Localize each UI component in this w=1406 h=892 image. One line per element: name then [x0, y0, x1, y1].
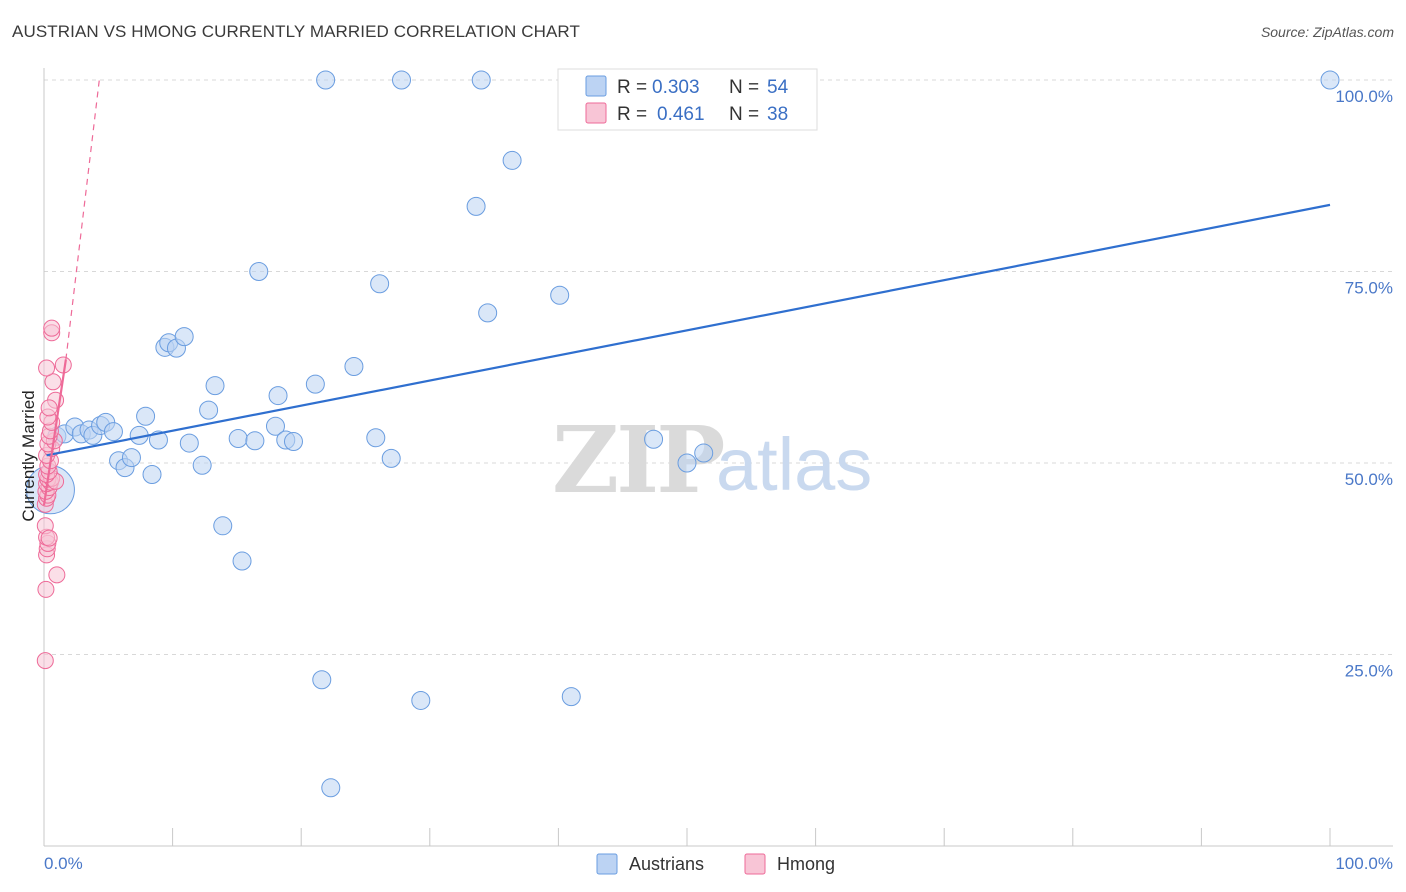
austrian-point-41	[381, 448, 401, 468]
hmong-point-8	[48, 566, 66, 584]
x-tick-label-max: 100.0%	[1335, 854, 1393, 873]
legend-hmong-n-value: 38	[767, 104, 788, 125]
austrian-point-26	[228, 428, 248, 448]
legend-hmong-swatch	[585, 102, 607, 124]
austrian-point-46	[478, 303, 498, 323]
austrian-point-24	[205, 376, 225, 396]
austrian-point-34	[305, 374, 325, 394]
austrian-point-33	[283, 432, 303, 452]
hmong-point-1	[37, 580, 55, 598]
austrian-point-27	[232, 551, 252, 571]
austrian-point-28	[245, 431, 265, 451]
hmong-point-37	[40, 399, 58, 417]
austrian-point-9	[103, 422, 123, 442]
legend-hmong-r-label: R =	[617, 104, 647, 125]
hmong-point-0	[36, 652, 54, 670]
austrian-point-48	[550, 285, 570, 305]
bottom-legend-austrian-swatch	[596, 853, 618, 875]
y-axis-title: Currently Married	[19, 390, 38, 521]
x-tick-label-min: 0.0%	[44, 854, 83, 873]
legend-hmong-n-label: N =	[729, 104, 759, 125]
bottom-legend-austrians: Austrians	[629, 854, 704, 874]
legend: R = 0.303 N = 54 R = 0.461 N = 38	[557, 68, 818, 131]
hmong-trend-extension	[65, 79, 100, 360]
austrian-point-52	[694, 443, 714, 463]
watermark-zip: ZIP	[552, 406, 723, 514]
watermark: ZIP atlas	[552, 406, 872, 514]
austrian-point-49	[561, 687, 581, 707]
watermark-atlas: atlas	[716, 423, 872, 506]
austrian-point-43	[411, 690, 431, 710]
bottom-legend: Austrians Hmong	[596, 853, 835, 875]
austrian-point-44	[466, 196, 486, 216]
bottom-legend-hmong: Hmong	[777, 854, 835, 874]
source-label: Source: ZipAtlas.com	[1260, 24, 1394, 40]
bottom-legend-hmong-swatch	[744, 853, 766, 875]
legend-hmong-r-value: 0.461	[657, 104, 705, 125]
austrian-point-20	[174, 327, 194, 347]
austrian-point-29	[249, 262, 269, 281]
austrian-point-45	[471, 70, 491, 90]
austrian-point-53	[1320, 70, 1340, 90]
austrian-point-39	[366, 428, 386, 448]
legend-austrian-n-label: N =	[729, 77, 759, 98]
y-tick-label-75: 75.0%	[1345, 279, 1393, 298]
austrian-trend-line	[46, 203, 1331, 457]
austrian-point-37	[321, 778, 341, 798]
hmong-point-35	[43, 319, 61, 337]
austrian-point-42	[392, 70, 412, 90]
austrian-point-35	[312, 670, 332, 690]
trend-lines	[42, 79, 1331, 506]
legend-austrian-r-value: 0.303	[652, 77, 700, 98]
austrian-point-15	[142, 464, 162, 484]
austrian-point-23	[199, 400, 219, 420]
hmong-point-7	[40, 529, 58, 547]
austrian-point-40	[370, 274, 390, 294]
austrian-point-31	[268, 386, 288, 406]
y-tick-label-25: 25.0%	[1345, 662, 1393, 681]
y-tick-labels: 25.0% 50.0% 75.0% 100.0%	[1335, 87, 1393, 681]
hmong-point-32	[38, 359, 56, 377]
austrian-point-22	[192, 455, 212, 475]
austrian-point-12	[121, 448, 141, 468]
y-tick-label-100: 100.0%	[1335, 87, 1393, 106]
austrian-point-50	[644, 429, 664, 449]
austrian-point-38	[344, 356, 364, 376]
chart-title: AUSTRIAN VS HMONG CURRENTLY MARRIED CORR…	[12, 22, 580, 41]
austrian-point-16	[148, 430, 168, 450]
austrian-point-14	[136, 406, 156, 426]
austrian-point-30	[265, 416, 285, 436]
y-tick-label-50: 50.0%	[1345, 470, 1393, 489]
legend-austrian-swatch	[585, 75, 607, 97]
austrian-point-36	[316, 70, 336, 90]
legend-austrian-r-label: R =	[617, 77, 647, 98]
austrian-point-25	[213, 516, 233, 536]
austrian-point-47	[502, 150, 522, 170]
legend-austrian-n-value: 54	[767, 77, 789, 98]
hmong-point-31	[44, 373, 62, 391]
austrian-point-21	[179, 433, 199, 453]
austrian-point-51	[677, 453, 697, 473]
hmong-trend-line	[42, 359, 67, 506]
